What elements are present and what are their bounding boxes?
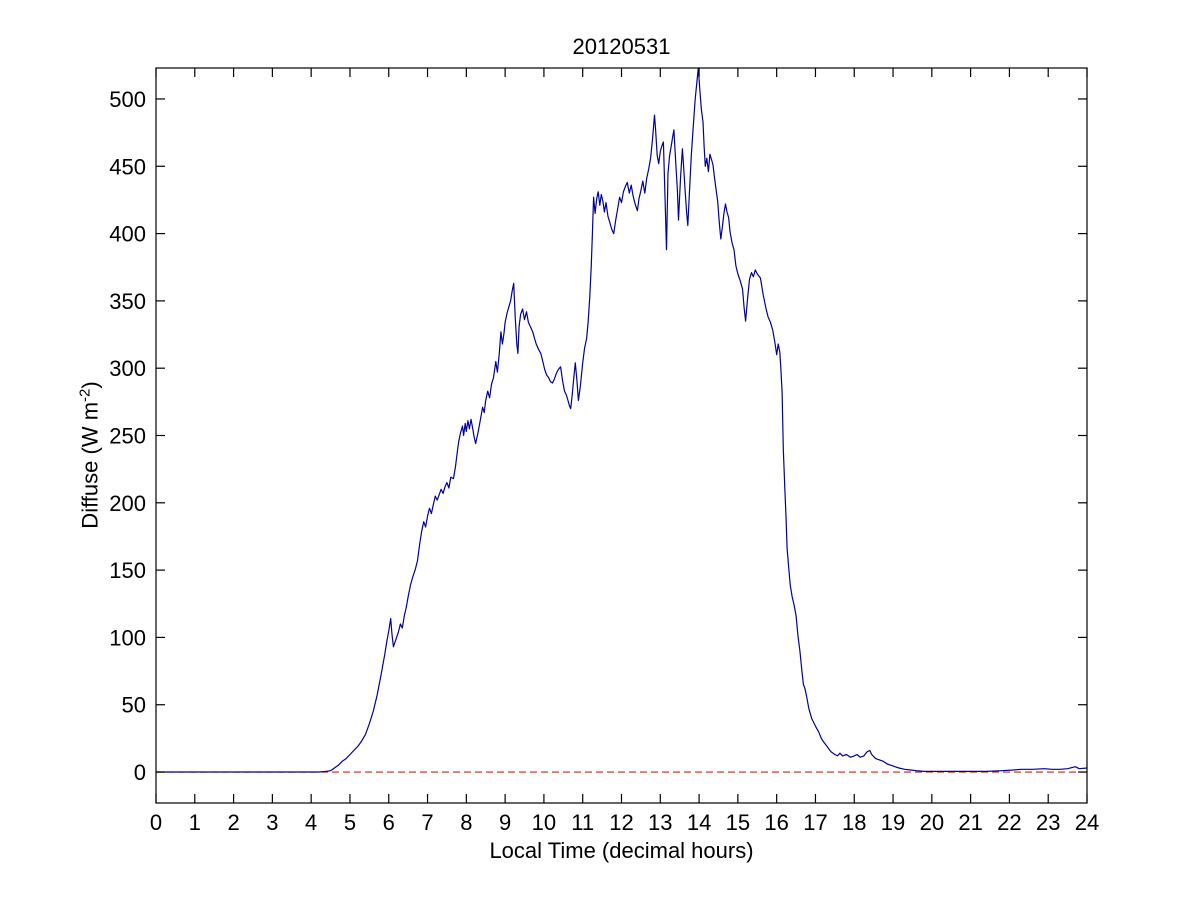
x-tick-label: 17 — [803, 810, 827, 835]
x-tick-label: 16 — [764, 810, 788, 835]
y-axis-label: Diffuse (W m-2) — [76, 381, 103, 528]
x-tick-label: 15 — [726, 810, 750, 835]
x-axis-label: Local Time (decimal hours) — [489, 838, 754, 863]
x-tick-label: 20 — [920, 810, 944, 835]
y-axis-label-exponent: -2 — [76, 388, 94, 402]
x-tick-label: 6 — [383, 810, 395, 835]
y-tick-label: 400 — [109, 222, 146, 247]
x-tick-label: 1 — [189, 810, 201, 835]
x-tick-label: 23 — [1036, 810, 1060, 835]
y-axis-label-text: Diffuse (W m — [77, 401, 103, 529]
y-tick-label: 500 — [109, 87, 146, 112]
x-tick-label: 4 — [305, 810, 317, 835]
y-tick-label: 100 — [109, 625, 146, 650]
x-tick-label: 10 — [532, 810, 556, 835]
x-tick-label: 5 — [344, 810, 356, 835]
x-tick-label: 9 — [499, 810, 511, 835]
y-tick-label: 200 — [109, 491, 146, 516]
x-tick-label: 0 — [150, 810, 162, 835]
x-tick-label: 24 — [1075, 810, 1099, 835]
y-tick-label: 50 — [122, 693, 146, 718]
y-tick-label: 250 — [109, 424, 146, 449]
diffuse-series-line — [156, 68, 1087, 773]
x-tick-label: 7 — [421, 810, 433, 835]
x-tick-label: 22 — [997, 810, 1021, 835]
y-tick-label: 300 — [109, 356, 146, 381]
y-tick-label: 350 — [109, 289, 146, 314]
y-tick-label: 0 — [134, 760, 146, 785]
x-tick-label: 13 — [648, 810, 672, 835]
x-tick-label: 19 — [881, 810, 905, 835]
x-tick-label: 11 — [571, 810, 594, 835]
x-tick-label: 3 — [266, 810, 278, 835]
axis-box — [155, 67, 1088, 804]
x-tick-label: 2 — [227, 810, 239, 835]
x-tick-label: 18 — [842, 810, 866, 835]
x-tick-label: 8 — [460, 810, 472, 835]
x-tick-label: 21 — [958, 810, 982, 835]
x-tick-label: 14 — [687, 810, 711, 835]
x-tick-label: 12 — [609, 810, 633, 835]
y-tick-label: 450 — [109, 154, 146, 179]
chart-title: 20120531 — [572, 34, 671, 59]
y-tick-label: 150 — [109, 558, 146, 583]
y-axis-label-close: ) — [77, 381, 103, 389]
